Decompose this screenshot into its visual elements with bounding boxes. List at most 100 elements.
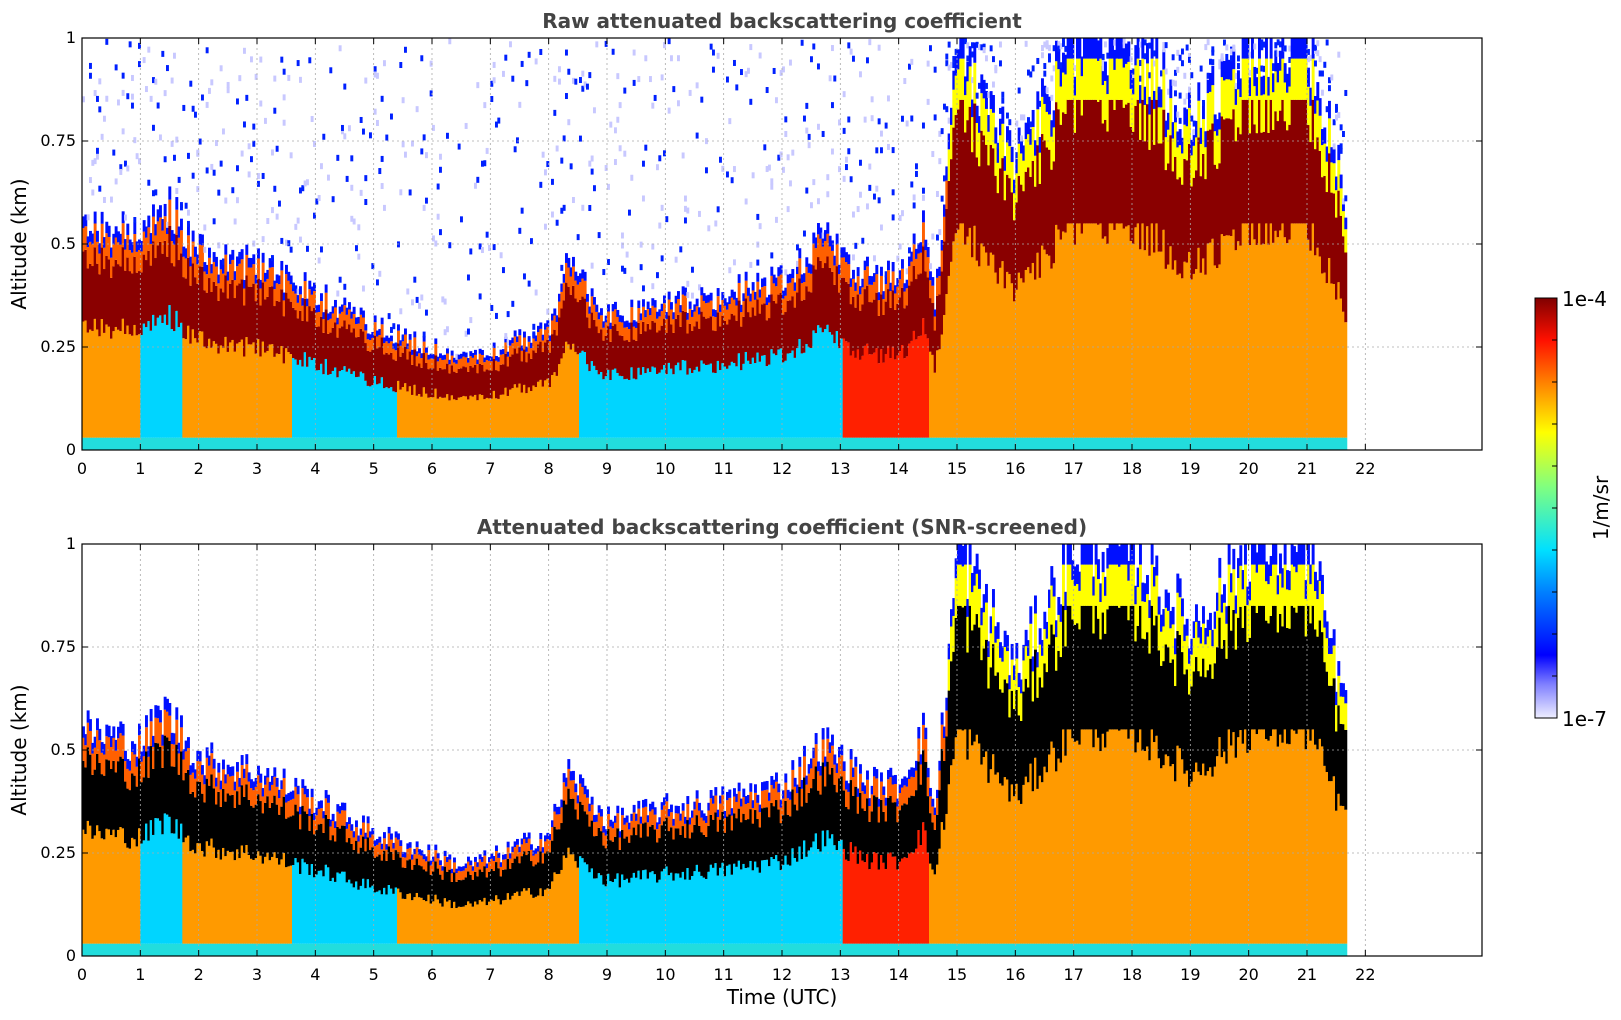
data-cell (1344, 217, 1348, 230)
data-cell (1115, 99, 1119, 224)
data-cell (898, 351, 902, 438)
data-cell (126, 759, 130, 769)
data-cell (945, 53, 949, 60)
data-cell (119, 826, 123, 944)
data-cell (667, 291, 671, 300)
data-cell (401, 898, 405, 944)
data-cell (140, 272, 144, 336)
data-cell (516, 387, 519, 438)
data-cell (215, 943, 218, 956)
data-cell (926, 60, 930, 67)
data-cell (583, 298, 587, 353)
data-cell (737, 300, 741, 354)
data-cell (231, 249, 235, 260)
data-cell (1043, 103, 1047, 141)
data-cell (273, 280, 277, 290)
data-cell (586, 83, 589, 90)
data-cell (453, 901, 456, 944)
data-cell (352, 849, 356, 888)
data-cell (446, 901, 449, 944)
data-cell (497, 371, 501, 399)
data-cell (124, 843, 127, 944)
data-cell (189, 80, 193, 87)
data-cell (343, 366, 347, 438)
data-cell (628, 341, 631, 380)
data-cell (301, 779, 305, 789)
data-cell (768, 294, 771, 303)
data-cell (217, 242, 221, 249)
data-cell (490, 943, 494, 956)
data-cell (616, 309, 620, 317)
data-cell (833, 255, 837, 266)
data-cell (747, 67, 750, 74)
data-cell (100, 437, 104, 450)
data-cell (369, 943, 372, 956)
data-cell (481, 861, 484, 872)
data-cell (387, 826, 391, 834)
data-cell (383, 60, 386, 67)
data-cell (1069, 99, 1072, 224)
data-cell (383, 437, 386, 450)
data-cell (831, 334, 834, 438)
data-cell (1323, 61, 1327, 68)
data-cell (441, 369, 445, 398)
data-cell (93, 158, 97, 165)
data-cell (89, 754, 92, 826)
data-cell (576, 819, 580, 868)
data-cell (1038, 437, 1042, 450)
data-cell (387, 884, 391, 944)
data-cell (119, 233, 123, 245)
data-cell (646, 437, 650, 450)
data-cell (124, 249, 127, 271)
data-cell (600, 372, 603, 438)
data-cell (271, 255, 274, 262)
data-cell (82, 829, 85, 944)
data-cell (467, 328, 470, 335)
data-cell (336, 811, 340, 827)
data-cell (1141, 38, 1145, 59)
data-cell (863, 270, 867, 290)
data-cell (572, 285, 575, 344)
data-cell (611, 304, 615, 312)
data-cell (96, 153, 99, 160)
data-cell (112, 737, 116, 761)
x-tick-label: 5 (369, 459, 379, 478)
data-cell (1017, 87, 1021, 94)
data-cell (205, 437, 209, 450)
data-cell (938, 294, 942, 350)
data-cell (868, 39, 872, 46)
data-cell (425, 856, 428, 862)
data-cell (1218, 112, 1222, 130)
data-cell (1218, 264, 1222, 438)
data-cell (471, 367, 475, 397)
data-cell (560, 283, 564, 292)
data-cell (1104, 236, 1107, 438)
data-cell (1073, 65, 1077, 72)
data-cell (651, 320, 655, 367)
data-cell (261, 172, 265, 179)
data-cell (124, 761, 127, 782)
data-cell (805, 102, 809, 109)
data-cell (422, 437, 426, 450)
data-cell (189, 343, 193, 438)
data-cell (1339, 147, 1343, 154)
data-cell (1129, 126, 1133, 241)
data-cell (142, 323, 146, 438)
data-cell (233, 437, 237, 450)
data-cell (215, 857, 218, 944)
data-cell (702, 820, 706, 835)
data-cell (679, 437, 683, 450)
data-cell (1136, 437, 1140, 450)
data-cell (679, 820, 683, 835)
data-cell (987, 131, 991, 166)
data-cell (198, 943, 202, 956)
data-cell (749, 98, 753, 105)
data-cell (681, 871, 685, 944)
data-cell (826, 191, 830, 198)
data-cell (450, 881, 454, 909)
data-cell (684, 943, 687, 956)
data-cell (446, 326, 449, 333)
data-cell (688, 323, 692, 369)
data-cell (1232, 437, 1236, 450)
data-cell (145, 437, 148, 450)
